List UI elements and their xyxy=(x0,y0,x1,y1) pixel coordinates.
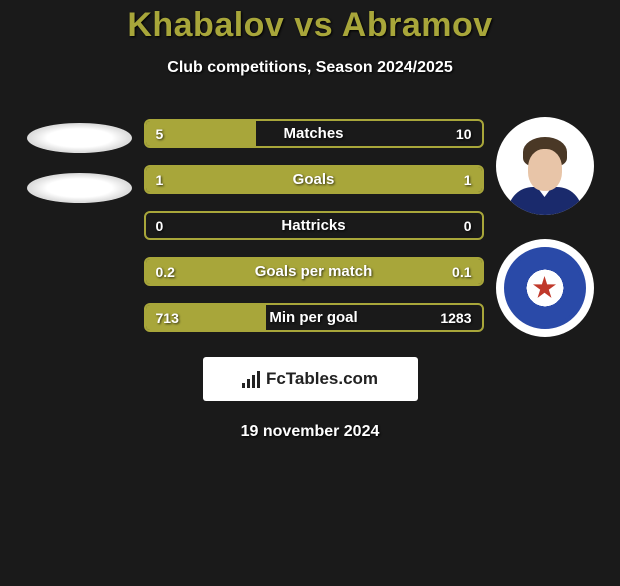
stat-bar: 1 1 Goals xyxy=(144,165,484,194)
stat-bar: 0 0 Hattricks xyxy=(144,211,484,240)
bar-label: Matches xyxy=(283,125,343,142)
bar-value-right: 1283 xyxy=(440,310,471,326)
club-badge-graphic xyxy=(504,247,586,329)
stat-bar: 0.2 0.1 Goals per match xyxy=(144,257,484,286)
bar-value-right: 0.1 xyxy=(452,264,471,280)
title: Khabalov vs Abramov xyxy=(0,6,620,45)
bar-label: Hattricks xyxy=(281,217,345,234)
bar-value-right: 0 xyxy=(464,218,472,234)
bar-value-left: 1 xyxy=(156,172,164,188)
stat-bar: 5 10 Matches xyxy=(144,119,484,148)
player-face-placeholder xyxy=(515,137,575,215)
comparison-infographic: Khabalov vs Abramov Club competitions, S… xyxy=(0,6,620,441)
bar-fill-left xyxy=(146,167,314,192)
date: 19 november 2024 xyxy=(0,423,620,441)
right-player-photo xyxy=(496,117,594,215)
logo-chart-icon xyxy=(242,370,260,388)
right-player-column xyxy=(496,117,594,337)
right-club-badge xyxy=(496,239,594,337)
bar-value-left: 713 xyxy=(156,310,179,326)
bar-label: Min per goal xyxy=(269,309,357,326)
left-player-column xyxy=(27,117,132,203)
bar-value-right: 10 xyxy=(456,126,472,142)
logo-text: FcTables.com xyxy=(266,369,378,389)
bar-value-left: 0.2 xyxy=(156,264,175,280)
left-club-badge xyxy=(27,173,132,203)
bar-label: Goals xyxy=(293,171,335,188)
left-player-photo xyxy=(27,123,132,153)
bar-label: Goals per match xyxy=(255,263,373,280)
attribution-logo: FcTables.com xyxy=(203,357,418,401)
bar-value-left: 5 xyxy=(156,126,164,142)
stat-bars: 5 10 Matches 1 1 Goals 0 0 Hattricks 0.2 0.1 Goals … xyxy=(144,117,484,332)
bar-value-left: 0 xyxy=(156,218,164,234)
subtitle: Club competitions, Season 2024/2025 xyxy=(0,59,620,77)
bar-value-right: 1 xyxy=(464,172,472,188)
main-row: 5 10 Matches 1 1 Goals 0 0 Hattricks 0.2 0.1 Goals … xyxy=(0,117,620,337)
bar-fill-right xyxy=(314,167,482,192)
stat-bar: 713 1283 Min per goal xyxy=(144,303,484,332)
